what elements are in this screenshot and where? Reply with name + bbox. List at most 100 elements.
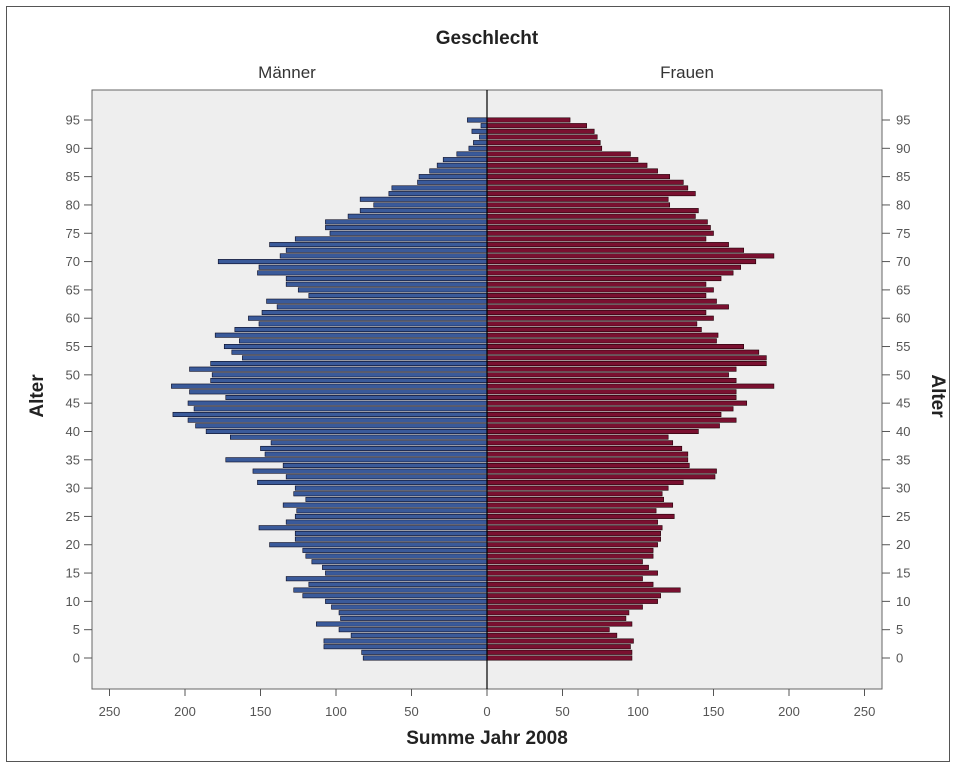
bar-frauen-age-0 (486, 655, 633, 661)
bar-maenner-age-67 (285, 276, 488, 282)
bar-maenner-age-91 (473, 140, 488, 146)
x-tick-label-7: 100 (627, 704, 649, 719)
bar-frauen-age-94 (486, 123, 587, 129)
y-tick-label-left-90: 90 (66, 141, 80, 156)
bar-frauen-age-38 (486, 440, 674, 446)
bar-maenner-age-39 (230, 434, 488, 440)
bar-frauen-age-21 (486, 536, 661, 542)
bar-maenner-age-11 (302, 593, 488, 599)
x-tick-label-2: 150 (250, 704, 272, 719)
bar-frauen-age-17 (486, 559, 643, 565)
bar-maenner-age-4 (350, 632, 488, 638)
bar-maenner-age-52 (210, 361, 488, 367)
bar-maenner-age-56 (239, 338, 488, 344)
bar-frauen-age-46 (486, 394, 737, 401)
bar-frauen-age-18 (486, 553, 654, 559)
bar-maenner-age-62 (276, 304, 488, 310)
bar-maenner-age-43 (172, 411, 488, 417)
series-label-maenner: Männer (258, 63, 316, 82)
bar-frauen-age-67 (486, 276, 722, 282)
bar-maenner-age-40 (205, 428, 488, 434)
bar-maenner-age-71 (279, 253, 488, 259)
bar-maenner-age-6 (316, 621, 488, 627)
bar-frauen-age-15 (486, 570, 658, 576)
bar-maenner-age-64 (308, 293, 488, 299)
bar-maenner-age-23 (258, 525, 488, 531)
x-axis-label: Summe Jahr 2008 (406, 728, 568, 749)
bar-maenner-age-26 (296, 508, 488, 514)
bar-frauen-age-52 (486, 361, 767, 367)
bar-frauen-age-85 (486, 174, 671, 180)
bar-frauen-age-44 (486, 406, 734, 412)
y-tick-label-left-15: 15 (66, 566, 80, 581)
bar-maenner-age-44 (193, 406, 488, 412)
bar-maenner-age-10 (325, 598, 488, 604)
y-tick-label-right-30: 30 (896, 481, 910, 496)
bar-maenner-age-54 (231, 349, 488, 355)
y-tick-label-right-90: 90 (896, 141, 910, 156)
bar-frauen-age-65 (486, 287, 714, 293)
bar-maenner-age-19 (302, 547, 488, 553)
y-tick-label-right-20: 20 (896, 537, 910, 552)
bar-frauen-age-78 (486, 213, 696, 219)
bar-frauen-age-12 (486, 587, 681, 593)
x-tick-label-10: 250 (854, 704, 876, 719)
bar-maenner-age-24 (285, 519, 488, 525)
bar-maenner-age-31 (257, 479, 488, 485)
bar-maenner-age-30 (294, 485, 488, 491)
y-tick-label-left-10: 10 (66, 594, 80, 609)
bar-frauen-age-81 (486, 196, 669, 202)
y-axis-label-right: Alter (927, 374, 948, 418)
bar-maenner-age-35 (225, 457, 488, 463)
bar-frauen-age-72 (486, 247, 745, 253)
bar-maenner-age-16 (322, 564, 488, 570)
bar-maenner-age-2 (323, 644, 488, 650)
y-tick-label-right-35: 35 (896, 452, 910, 467)
bar-maenner-age-75 (329, 230, 488, 236)
bar-maenner-age-36 (264, 451, 488, 457)
bar-frauen-age-43 (486, 411, 722, 417)
bar-frauen-age-60 (486, 315, 714, 321)
bar-frauen-age-51 (486, 366, 737, 372)
chart-title: Geschlecht (436, 28, 539, 49)
bar-frauen-age-92 (486, 134, 598, 140)
bar-frauen-age-84 (486, 179, 684, 185)
bar-frauen-age-32 (486, 474, 716, 480)
bar-maenner-age-95 (467, 117, 488, 123)
bar-frauen-age-63 (486, 298, 717, 304)
bar-maenner-age-76 (325, 225, 488, 231)
bar-frauen-age-93 (486, 128, 595, 134)
y-tick-label-right-15: 15 (896, 566, 910, 581)
x-tick-label-4: 50 (404, 704, 418, 719)
bar-frauen-age-26 (486, 508, 657, 514)
bar-frauen-age-82 (486, 191, 696, 197)
bar-maenner-age-20 (269, 542, 488, 548)
bar-frauen-age-74 (486, 236, 707, 242)
bar-frauen-age-5 (486, 627, 610, 633)
bar-maenner-age-79 (359, 208, 488, 214)
bar-maenner-age-59 (258, 321, 488, 327)
bar-maenner-age-78 (347, 213, 488, 219)
y-tick-label-right-95: 95 (896, 113, 910, 128)
bar-frauen-age-89 (486, 151, 631, 157)
bar-maenner-age-83 (391, 185, 488, 191)
bar-maenner-age-27 (282, 502, 488, 508)
bar-maenner-age-17 (311, 559, 488, 565)
y-tick-label-right-60: 60 (896, 311, 910, 326)
y-tick-label-left-20: 20 (66, 537, 80, 552)
bar-maenner-age-72 (285, 247, 488, 253)
bar-frauen-age-54 (486, 349, 760, 355)
bar-maenner-age-60 (248, 315, 488, 321)
bar-maenner-age-47 (189, 389, 488, 395)
bar-frauen-age-9 (486, 604, 643, 610)
bar-maenner-age-8 (338, 610, 488, 616)
bar-frauen-age-77 (486, 219, 708, 225)
bar-frauen-age-30 (486, 485, 669, 491)
bar-frauen-age-7 (486, 615, 627, 621)
bar-maenner-age-86 (429, 168, 488, 174)
y-tick-label-left-55: 55 (66, 339, 80, 354)
bar-frauen-age-76 (486, 225, 711, 231)
bar-maenner-age-68 (257, 270, 488, 276)
x-tick-label-1: 200 (174, 704, 196, 719)
bar-maenner-age-84 (417, 179, 488, 185)
